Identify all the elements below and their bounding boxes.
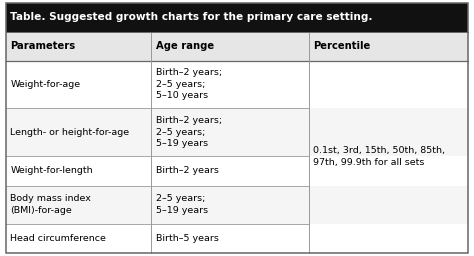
Text: Birth–5 years: Birth–5 years — [156, 234, 219, 243]
Bar — [6, 60, 468, 108]
Text: Birth–2 years: Birth–2 years — [156, 166, 219, 175]
Text: Parameters: Parameters — [10, 41, 75, 51]
Text: Weight-for-length: Weight-for-length — [10, 166, 93, 175]
Bar — [6, 3, 468, 32]
Bar — [6, 156, 468, 186]
Text: Head circumference: Head circumference — [10, 234, 106, 243]
Bar — [6, 32, 468, 60]
Bar — [6, 108, 468, 156]
Text: Table. Suggested growth charts for the primary care setting.: Table. Suggested growth charts for the p… — [10, 13, 373, 23]
Text: Age range: Age range — [156, 41, 214, 51]
Text: Weight-for-age: Weight-for-age — [10, 80, 81, 89]
Text: Birth–2 years;
2–5 years;
5–10 years: Birth–2 years; 2–5 years; 5–10 years — [156, 69, 222, 100]
Bar — [6, 223, 468, 253]
Text: Length- or height-for-age: Length- or height-for-age — [10, 128, 129, 137]
Text: Percentile: Percentile — [313, 41, 371, 51]
Text: 0.1st, 3rd, 15th, 50th, 85th,
97th, 99.9th for all sets: 0.1st, 3rd, 15th, 50th, 85th, 97th, 99.9… — [313, 146, 446, 167]
Text: Body mass index
(BMI)-for-age: Body mass index (BMI)-for-age — [10, 194, 91, 215]
Bar — [6, 186, 468, 223]
Text: 2–5 years;
5–19 years: 2–5 years; 5–19 years — [156, 194, 208, 215]
Text: Birth–2 years;
2–5 years;
5–19 years: Birth–2 years; 2–5 years; 5–19 years — [156, 116, 222, 148]
